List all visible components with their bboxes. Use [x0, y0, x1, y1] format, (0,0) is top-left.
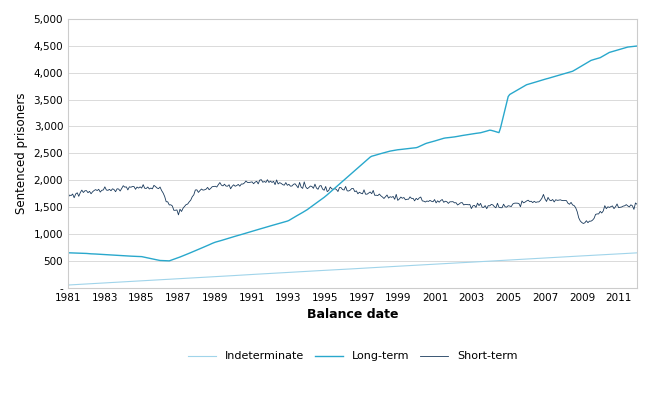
Long-term — [623, 45, 630, 50]
Indeterminate — [64, 282, 72, 287]
Legend: Indeterminate, Long-term, Short-term: Indeterminate, Long-term, Short-term — [183, 347, 522, 366]
Indeterminate — [621, 251, 629, 256]
Line: Short-term: Short-term — [68, 180, 637, 224]
Short-term — [482, 206, 490, 211]
Indeterminate — [354, 266, 362, 271]
Indeterminate — [158, 277, 166, 282]
Line: Long-term: Long-term — [68, 46, 637, 261]
Short-term — [355, 190, 363, 195]
Long-term — [633, 44, 641, 48]
Long-term — [164, 259, 171, 263]
Long-term — [258, 226, 265, 231]
Line: Indeterminate: Indeterminate — [68, 253, 637, 285]
Long-term — [136, 254, 144, 259]
Short-term — [158, 188, 166, 193]
Indeterminate — [481, 259, 489, 264]
Indeterminate — [633, 250, 641, 255]
Short-term — [136, 185, 144, 189]
X-axis label: Balance date: Balance date — [307, 308, 398, 321]
Short-term — [624, 203, 632, 208]
Long-term — [355, 164, 363, 169]
Short-term — [64, 195, 72, 200]
Short-term — [580, 221, 587, 226]
Short-term — [633, 202, 641, 207]
Indeterminate — [256, 272, 263, 277]
Short-term — [256, 178, 263, 182]
Indeterminate — [136, 278, 144, 283]
Long-term — [158, 258, 166, 263]
Long-term — [64, 250, 72, 255]
Long-term — [482, 129, 490, 134]
Short-term — [258, 177, 265, 182]
Y-axis label: Sentenced prisoners: Sentenced prisoners — [15, 92, 28, 214]
